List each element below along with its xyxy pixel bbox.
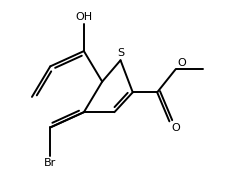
Text: Br: Br [44,158,56,168]
Text: S: S [117,47,124,58]
Text: OH: OH [75,12,92,22]
Text: O: O [177,58,186,68]
Text: O: O [171,123,180,133]
